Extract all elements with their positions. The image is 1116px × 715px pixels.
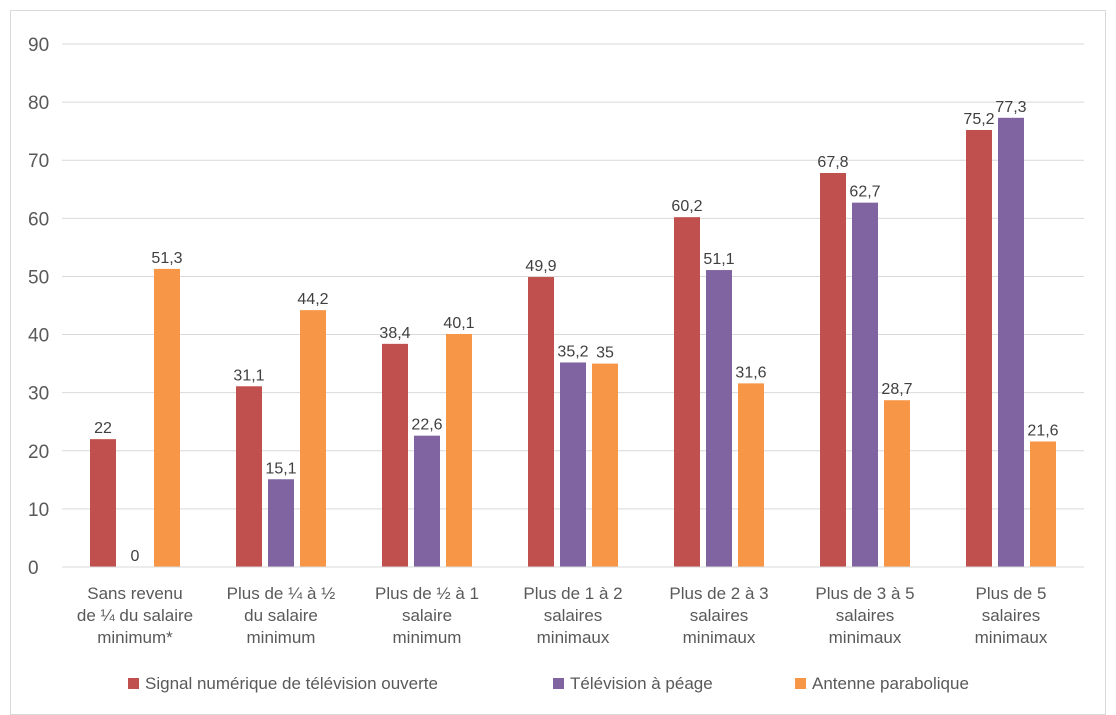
legend-swatch [795,678,806,689]
data-label: 67,8 [817,154,848,171]
data-label: 60,2 [671,198,702,215]
data-label: 35 [596,345,614,362]
bar-series3 [300,310,326,567]
y-tick-label: 30 [28,384,49,405]
bar-series3 [1030,441,1056,567]
x-category-label: Plus de ¼ à ½ [227,584,336,603]
x-category-label: salaires [544,606,603,625]
bar-series1 [90,439,116,567]
data-label: 51,3 [151,250,182,267]
y-tick-label: 60 [28,209,49,230]
x-category-label: minimum [393,628,462,647]
data-label: 35,2 [557,343,588,360]
data-label: 40,1 [443,315,474,332]
data-label: 22 [94,420,112,437]
legend-swatch [553,678,564,689]
x-category-label: Plus de ½ à 1 [375,584,479,603]
bar-series3 [154,268,180,567]
data-label: 28,7 [881,381,912,398]
x-category-label: minimaux [975,628,1048,647]
x-category-label: minimaux [683,628,756,647]
bar-series2 [560,362,586,567]
bar-series3 [738,383,764,567]
x-category-label: Plus de 5 [976,584,1047,603]
bar-series1 [382,343,408,567]
y-tick-label: 40 [28,326,49,347]
data-label: 51,1 [703,251,734,268]
y-tick-label: 0 [28,558,39,579]
legend-label: Télévision à péage [570,674,713,693]
y-tick-label: 20 [28,442,49,463]
x-category-label: de ¼ du salaire [77,606,193,625]
data-label: 22,6 [411,417,442,434]
bar-series1 [820,173,846,568]
data-label: 44,2 [297,291,328,308]
bar-series3 [592,363,618,567]
x-category-label: salaire [402,606,452,625]
data-label: 38,4 [379,325,410,342]
x-category-label: du salaire [244,606,318,625]
x-category-label: Plus de 3 à 5 [815,584,914,603]
y-tick-label: 90 [28,35,49,56]
bar-series3 [884,400,910,567]
data-label: 31,1 [233,367,264,384]
y-tick-label: 50 [28,267,49,288]
legend-label: Antenne parabolique [812,674,969,693]
bar-series2 [414,435,440,567]
bar-series1 [236,386,262,567]
data-label: 0 [131,548,140,565]
data-label: 75,2 [963,111,994,128]
x-category-label: salaires [982,606,1041,625]
bar-series1 [528,277,554,567]
data-label: 15,1 [265,460,296,477]
x-category-label: minimum [247,628,316,647]
legend-label: Signal numérique de télévision ouverte [145,674,438,693]
x-category-label: minimaux [537,628,610,647]
x-category-label: salaires [690,606,749,625]
data-label: 49,9 [525,258,556,275]
chart-frame [10,10,1106,715]
x-category-label: salaires [836,606,895,625]
bar-series1 [674,217,700,567]
bar-series2 [706,270,732,567]
bar-series2 [852,202,878,568]
x-category-label: minimaux [829,628,902,647]
bar-series3 [446,333,472,567]
bar-series1 [966,130,992,567]
x-category-label: Plus de 1 à 2 [523,584,622,603]
x-category-label: Plus de 2 à 3 [669,584,768,603]
x-category-label: Sans revenu [87,584,182,603]
bar-series2 [268,479,294,567]
legend-swatch [128,678,139,689]
data-label: 62,7 [849,184,880,201]
y-tick-label: 10 [28,500,49,521]
data-label: 21,6 [1027,422,1058,439]
x-category-label: minimum* [97,628,173,647]
y-tick-label: 70 [28,151,49,172]
data-label: 31,6 [735,364,766,381]
data-label: 77,3 [995,99,1026,116]
y-tick-label: 80 [28,93,49,114]
bar-series2 [998,117,1024,567]
